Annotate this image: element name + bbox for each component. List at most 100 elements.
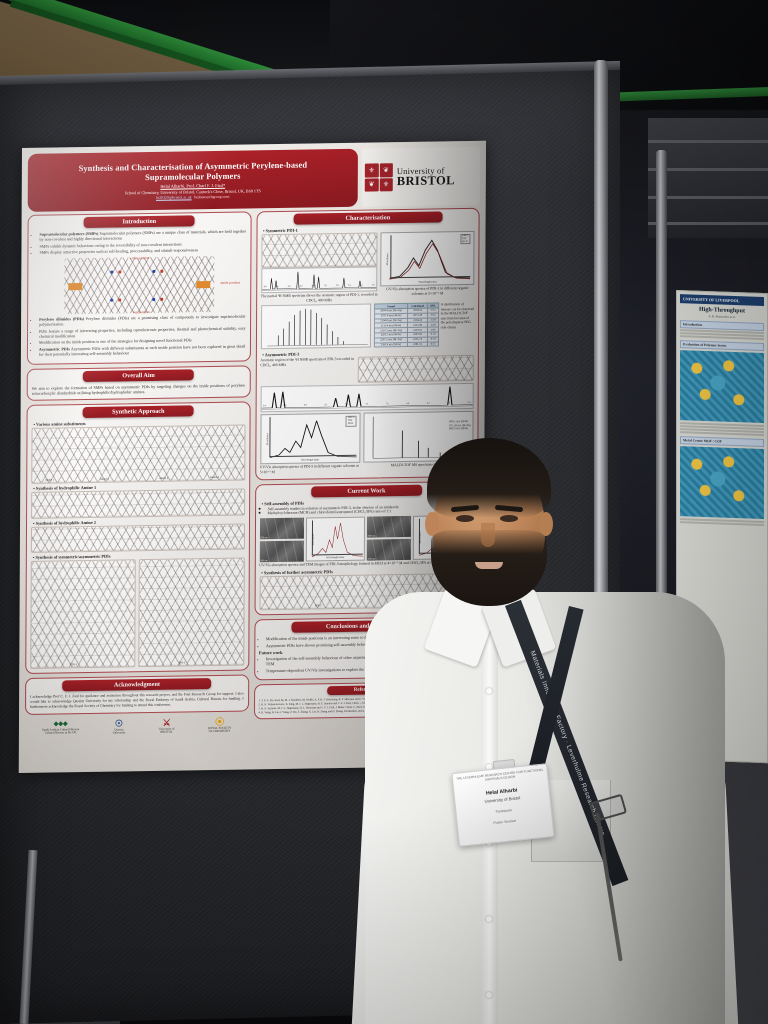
poster-contact-web[interactable]: faulresearchgroup.com (193, 195, 230, 200)
poster-right-column: Characterisation Symmetric PDI-1 (253, 207, 480, 733)
chart-uvvis-pdi3: Absorbance Wavelength (nm) CHCl₃ THF MCH (259, 412, 361, 465)
chart-uvvis-mch-ylabel: Absorbance (311, 533, 315, 547)
chart-uvvis-pdi1: Absorbance Wavelength (nm) CHCl₃ THF MCH (380, 230, 475, 287)
poster-title-line2: Supramolecular Polymers (145, 171, 241, 182)
badge-session: Poster Session (493, 818, 517, 826)
funder-2-sub: University (112, 730, 126, 735)
ear-right (539, 512, 553, 536)
funder-qassim-university: ☉ Qassim University (112, 718, 126, 735)
cell: -0.11 (427, 341, 439, 347)
maldi-note-text: A distribution of masses can be observed… (440, 302, 475, 330)
funder-4-sub: OF CHEMISTRY (208, 729, 231, 734)
funder-saudi-cultural-bureau: ◆◆◆ Saudi Arabian Cultural Bureau Cultur… (42, 721, 79, 735)
table-maldi-masses: Found Calculated Diff. 2004.4 m/z [M+Na]… (374, 303, 439, 348)
figure-pdi1-structure (260, 232, 378, 269)
funder-university-of-bristol: ⚔ University of BRISTOL (159, 717, 175, 735)
shirt-button-5 (486, 992, 492, 998)
table-row: 2381.4 m/z [M+K] 2381.51 -0.11 (374, 341, 439, 348)
amine-label-1: Amine 1 (44, 478, 54, 482)
figure-label-imide: imide position (220, 280, 241, 285)
cell: 2381.51 (407, 341, 428, 347)
section-synthetic-approach: Synthetic Approach Various amine substit… (25, 401, 251, 675)
section-heading-synthetic-approach: Synthetic Approach (82, 405, 194, 419)
person-presenter: Materials Innovation Factory · Leverhulm… (343, 420, 747, 1024)
figure-pdi-schemes: PDI-1 PDI-3 (30, 557, 245, 670)
background-poster-text-lines (680, 329, 764, 341)
tem-image-2: 100 nm (259, 540, 304, 563)
nose (481, 523, 495, 547)
chart-uvvis-mch: Absorbance Wavelength (nm) (305, 516, 366, 562)
caption-uvvis-pdi1: UV/Vis absorption spectra of PDI-1 in di… (386, 285, 469, 296)
hair (427, 438, 551, 518)
conference-badge: THE LEVERHULME RESEARCH CENTRE FOR FUNCT… (451, 763, 555, 847)
section-heading-overall-aim: Overall Aim (83, 368, 195, 382)
list-item: Asymmetric PDIs Asymmetric PDIs with dif… (39, 343, 246, 357)
nmr-ticks-pdi1: 8.8 8.6 8.4 8.2 8.0 7.8 7.6 7.4 7.2 7.0 (263, 284, 375, 289)
university-logo-line2: BRISTOL (396, 173, 455, 189)
caption-uvvis-pdi3: UV/Vis absorption spectra of PDI-3 in di… (259, 463, 359, 475)
background-poster-section-2: Evaluation of Polymer Series (680, 340, 764, 352)
figure-maldi-pdi1 (260, 303, 372, 350)
chart-uvvis-pdi1-legend: CHCl₃ THF MCH (460, 233, 471, 245)
pdi-label-3: PDI-3 (178, 661, 186, 665)
cell: 2381.4 m/z [M+K] (374, 341, 408, 348)
figure-pdi3-structure (358, 355, 474, 384)
figure-amine-2-scheme (30, 523, 245, 554)
figure-pdi-scheme-left: PDI-1 (30, 559, 137, 670)
intro-bullet-7: Asymmetric PDIs with different substitue… (38, 343, 246, 357)
crest-cell-4: ⚜ (379, 177, 393, 192)
university-logo-text: University of BRISTOL (396, 165, 455, 189)
overall-aim-text: We aim to explore the formation of SMPs … (31, 382, 246, 396)
section-heading-introduction: Introduction (83, 215, 195, 229)
crest-cell-2: ❦ (379, 163, 393, 177)
poster-title-band: Synthesis and Characterisation of Asymme… (27, 146, 480, 212)
ear-left (425, 512, 439, 536)
figure-label-bay: bay position (132, 309, 150, 314)
mouth (475, 562, 503, 569)
shirt-button-2 (486, 764, 492, 770)
caption-pdi1-nmr: The partial ¹H NMR spectrum shows the ar… (260, 292, 378, 303)
tem-scale-1: 200 nm (260, 536, 268, 540)
section-heading-acknowledgement: Acknowledgment (62, 678, 212, 692)
section-acknowledgement: Acknowledgment I acknowledge Prof C. F. … (25, 674, 249, 715)
amine-label-2: Amine 2 (99, 477, 109, 481)
pdi-label-1: PDI-1 (70, 663, 77, 667)
introduction-bullets-top: Supramolecular polymers (SMPs) Supramole… (32, 228, 246, 255)
poster-contact-email[interactable]: ht20329@bristol.ac.uk (156, 195, 192, 201)
introduction-bullets-bottom: Perylene diimides (PDIs) Perylene diimid… (32, 313, 246, 357)
badge-organiser: THE LEVERHULME RESEARCH CENTRE FOR FUNCT… (455, 767, 544, 782)
research-poster: Synthesis and Characterisation of Asymme… (18, 140, 486, 774)
figure-label-ortho: ortho position (130, 255, 150, 260)
bristol-crest-icon: ⚜ ❦ ❦ ⚜ (364, 163, 393, 192)
eye-right (500, 515, 518, 522)
funder-royal-society-of-chemistry: ⦿ ROYAL SOCIETY OF CHEMISTRY (208, 717, 231, 734)
crest-cell-1: ⚜ (364, 163, 379, 178)
table-body: 2004.4 m/z [M+Na] 2004.32 -0.12 2071.4 m/z… (374, 307, 439, 348)
poster-left-column: Introduction Supramolecular polymers (SM… (25, 211, 252, 736)
crest-cell-3: ❦ (364, 177, 379, 192)
section-overall-aim: Overall Aim We aim to explore the format… (26, 364, 251, 402)
funder-1-sub: Cultural Bureau in the UK (44, 729, 77, 735)
amine-label-4: Amine 4 (209, 476, 219, 480)
funder-logos: ◆◆◆ Saudi Arabian Cultural Bureau Cultur… (25, 715, 249, 736)
figure-pdi1-nmr-spectrum: 8.8 8.6 8.4 8.2 8.0 7.8 7.6 7.4 7.2 7.0 (260, 266, 378, 294)
section-heading-characterisation: Characterisation (293, 211, 443, 225)
figure-amine-substituents: Amine 1 Amine 2 Amine 3 Amine 4 (31, 424, 246, 485)
caption-pdi3-nmr: Aromatic region of the ¹H NMR spectrum o… (260, 357, 355, 368)
background-poster-figure-1 (680, 350, 764, 424)
acknowledgement-text: I acknowledge Prof C. F. J. Faul for gui… (30, 691, 244, 709)
tem-scale-2: 100 nm (260, 559, 268, 563)
poster-authors: Helal Alharbi, Prof. Charl F. J. Faul* (160, 183, 226, 190)
section-introduction: Introduction Supramolecular polymers (SM… (26, 211, 252, 365)
pdi-label-5: PDI-5 (315, 604, 322, 608)
shirt-button-4 (486, 916, 492, 922)
section-characterisation: Characterisation Symmetric PDI-1 (254, 207, 480, 480)
figure-pdi3-nmr-spectrum: 9.4 9.0 8.6 8.2 7.8 7.4 7.0 6.6 6.2 5.8 5.4 (260, 383, 474, 413)
poster-board-pole-secondary (656, 150, 667, 670)
poster-title-block: Synthesis and Characterisation of Asymme… (27, 148, 358, 212)
figure-amine-1-scheme (31, 488, 245, 520)
university-logo: ⚜ ❦ ❦ ⚜ University of BRISTOL (361, 146, 480, 207)
funder-3-sub: BRISTOL (160, 730, 173, 735)
badge-role: Participant (495, 808, 512, 814)
shirt-button-1 (486, 688, 492, 694)
